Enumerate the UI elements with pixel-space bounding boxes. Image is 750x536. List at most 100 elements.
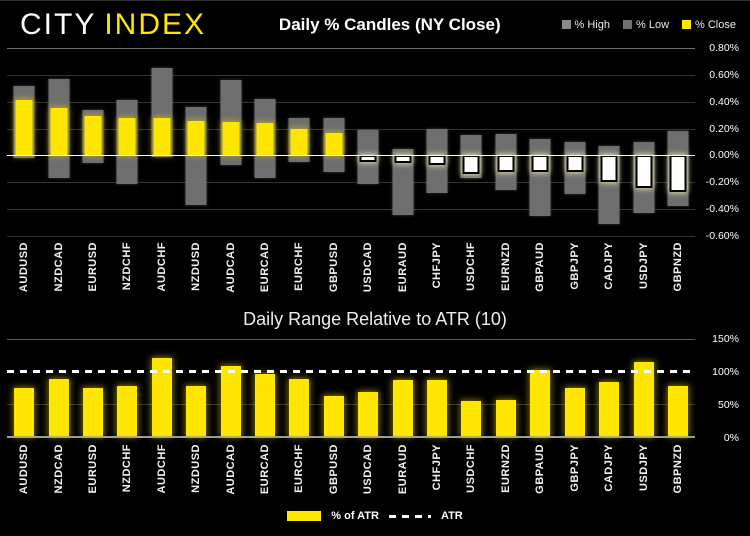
- x-axis-label: NZDCHF: [121, 444, 134, 493]
- candle-gbpnzd: [661, 48, 695, 236]
- high-low-bar: [529, 139, 551, 216]
- close-bar: [462, 155, 480, 175]
- x-axis-label: AUDCAD: [224, 444, 237, 495]
- atr-slot-eurcad: [248, 339, 282, 436]
- gridline: [7, 155, 695, 157]
- candle-usdchf: [454, 48, 488, 236]
- x-axis-label: EURAUD: [396, 444, 409, 495]
- close-bar: [84, 116, 102, 156]
- x-axis-label: EURNZD: [499, 242, 512, 291]
- legend-label-close: % Close: [695, 18, 736, 31]
- x-axis-label-slot: GBPJPY: [558, 236, 592, 300]
- close-bar: [256, 123, 274, 156]
- atr-plot: [7, 339, 695, 438]
- x-axis-label: USDJPY: [637, 444, 650, 492]
- y-axis-label: 50%: [717, 398, 739, 411]
- x-axis-label-slot: GBPNZD: [661, 438, 695, 502]
- y-axis-label: 0.40%: [709, 95, 739, 108]
- x-axis-label-slot: NZDCHF: [110, 438, 144, 502]
- atr-bar: [151, 358, 172, 436]
- atr-slot-eurchf: [282, 339, 316, 436]
- close-bar: [15, 100, 33, 156]
- x-axis-label-slot: AUDUSD: [7, 438, 41, 502]
- atr-slot-chfjpy: [420, 339, 454, 436]
- atr-slot-usdjpy: [626, 339, 660, 436]
- atr-slot-usdchf: [454, 339, 488, 436]
- gridline: [7, 209, 695, 211]
- y-axis-label: -0.60%: [705, 230, 739, 242]
- x-axis-label-slot: CADJPY: [592, 236, 626, 300]
- atr-bar: [358, 392, 379, 436]
- legend-item-high: % High: [561, 19, 610, 31]
- atr-bar: [83, 387, 104, 436]
- x-axis-label-slot: EURCHF: [282, 438, 316, 502]
- y-axis-label: 150%: [712, 333, 739, 345]
- x-axis-label: GBPAUD: [534, 444, 547, 494]
- atr-bar: [289, 379, 310, 436]
- legend-item-close: % Close: [682, 19, 736, 31]
- candles-x-axis-labels: AUDUSD NZDCAD EURUSD NZDCHF AUDCHF NZDUSD AUDC…: [7, 236, 695, 300]
- candle-gbpaud: [523, 48, 557, 236]
- atr-bar: [564, 387, 585, 436]
- candle-euraud: [385, 48, 419, 236]
- atr-bar-slots: [7, 339, 695, 436]
- candles-plot: [7, 48, 695, 237]
- candle-slots: [7, 48, 695, 236]
- x-axis-label: GBPJPY: [568, 444, 581, 492]
- gridline: [7, 236, 695, 237]
- atr-bar: [323, 395, 344, 436]
- x-axis-label-slot: USDCHF: [454, 236, 488, 300]
- candle-audchf: [145, 48, 179, 236]
- x-axis-label-slot: NZDCHF: [110, 236, 144, 300]
- atr-slot-eurnzd: [489, 339, 523, 436]
- candle-nzdusd: [179, 48, 213, 236]
- x-axis-label-slot: EURCAD: [248, 236, 282, 300]
- y-axis-label: -0.40%: [705, 203, 739, 216]
- atr-slot-nzdchf: [110, 339, 144, 436]
- close-bar: [118, 117, 136, 156]
- atr-bar: [14, 387, 35, 436]
- atr-bar: [633, 362, 654, 436]
- y-axis-label: -0.20%: [705, 176, 739, 189]
- atr-bar: [48, 379, 69, 436]
- x-axis-label-slot: AUDCAD: [213, 236, 247, 300]
- atr-dashed-line-icon: [388, 514, 431, 518]
- close-bar: [531, 155, 549, 172]
- atr-slot-gbpnzd: [661, 339, 695, 436]
- candle-nzdcad: [41, 48, 75, 236]
- atr-bar: [186, 386, 207, 436]
- x-axis-label: GBPUSD: [327, 242, 340, 293]
- gridline: [7, 403, 695, 405]
- close-bar: [153, 117, 171, 156]
- x-axis-label-slot: AUDCAD: [213, 438, 247, 502]
- atr-chart-title: Daily Range Relative to ATR (10): [243, 309, 507, 329]
- atr-slot-cadjpy: [592, 339, 626, 436]
- atr-reference-line: [7, 370, 695, 374]
- candle-usdjpy: [626, 48, 660, 236]
- x-axis-label: USDCAD: [362, 444, 375, 495]
- x-axis-label: EURCAD: [259, 242, 272, 293]
- atr-bar: [117, 385, 138, 436]
- atr-bar: [599, 381, 620, 436]
- brand-word-index: INDEX: [104, 7, 207, 41]
- x-axis-label-slot: AUDUSD: [7, 236, 41, 300]
- y-axis-label: 100%: [712, 365, 739, 378]
- gridline: [7, 128, 695, 130]
- gridline: [7, 74, 695, 76]
- atr-slot-audusd: [7, 339, 41, 436]
- close-bar: [50, 108, 68, 156]
- atr-slot-nzdusd: [179, 339, 213, 436]
- x-axis-label: USDJPY: [637, 242, 650, 290]
- close-bar: [187, 120, 205, 156]
- atr-slot-usdcad: [351, 339, 385, 436]
- x-axis-label: CHFJPY: [431, 444, 444, 491]
- x-axis-label: USDCHF: [465, 242, 478, 291]
- x-axis-label: NZDUSD: [190, 242, 203, 291]
- close-swatch-icon: [682, 20, 692, 29]
- candle-eurnzd: [489, 48, 523, 236]
- gridline: [7, 48, 695, 49]
- candle-chfjpy: [420, 48, 454, 236]
- candle-cadjpy: [592, 48, 626, 236]
- y-axis-label: 0.00%: [709, 149, 739, 162]
- x-axis-label: EURUSD: [87, 242, 100, 292]
